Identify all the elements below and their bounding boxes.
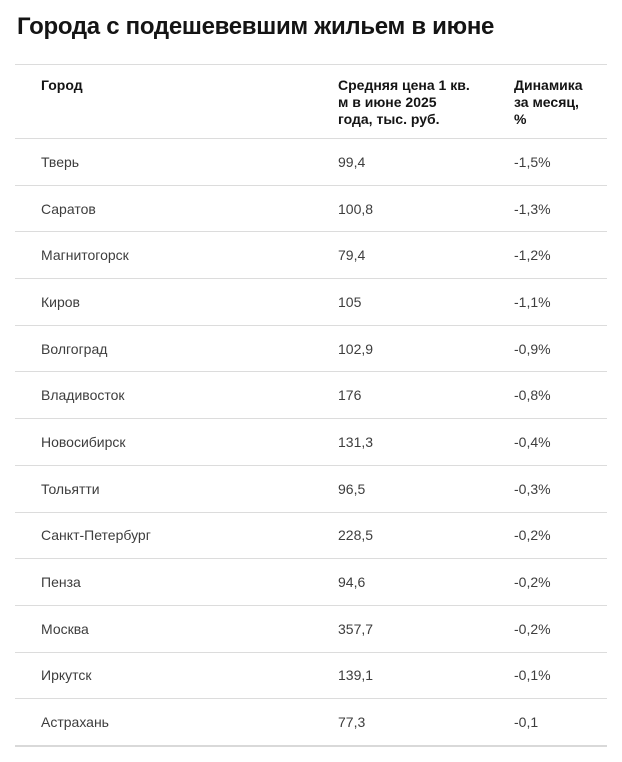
- price-cell: 100,8: [338, 184, 514, 232]
- table-row: Новосибирск 131,3 -0,4%: [15, 418, 607, 466]
- change-cell: -0,8%: [514, 371, 607, 419]
- price-cell: 228,5: [338, 511, 514, 559]
- price-cell: 77,3: [338, 698, 514, 746]
- table-row: Пенза 94,6 -0,2%: [15, 558, 607, 606]
- city-cell: Иркутск: [15, 651, 338, 699]
- price-cell: 105: [338, 278, 514, 326]
- city-cell: Пенза: [15, 558, 338, 606]
- price-cell: 102,9: [338, 324, 514, 372]
- table-row: Астрахань 77,3 -0,1: [15, 698, 607, 746]
- city-cell: Москва: [15, 604, 338, 653]
- price-cell: 94,6: [338, 558, 514, 606]
- price-cell: 357,7: [338, 604, 514, 653]
- change-cell: -0,1%: [514, 651, 607, 699]
- column-header-change: Динамика за месяц, %: [514, 64, 607, 139]
- table-row: Саратов 100,8 -1,3%: [15, 184, 607, 232]
- city-cell: Тверь: [41, 153, 80, 170]
- city-cell: Саратов: [15, 184, 338, 232]
- table-row: Киров 105 -1,1%: [15, 278, 607, 326]
- column-header-city: Город: [15, 64, 338, 139]
- price-cell: 131,3: [338, 418, 514, 466]
- table-row: Владивосток 176 -0,8%: [15, 371, 607, 419]
- price-cell: 176: [338, 371, 514, 419]
- cities-price-table: Город Средняя цена 1 кв. м в июне 2025 г…: [15, 64, 607, 747]
- price-cell: 139,1: [338, 651, 514, 699]
- change-cell: -0,2%: [514, 604, 607, 653]
- city-cell: Астрахань: [15, 698, 338, 746]
- price-cell: 96,5: [338, 464, 514, 512]
- change-cell: -1,1%: [514, 278, 607, 326]
- change-cell: -0,4%: [514, 418, 607, 466]
- city-cell: Владивосток: [15, 371, 338, 419]
- page-title: Города с подешевевшим жильем в июне: [17, 13, 495, 40]
- change-cell: -1,2%: [514, 231, 607, 279]
- table-row: Волгоград 102,9 -0,9%: [15, 324, 607, 372]
- table-row: Тольятти 96,5 -0,3%: [15, 464, 607, 512]
- change-cell: -0,2%: [514, 558, 607, 606]
- city-cell: Новосибирск: [15, 418, 338, 466]
- change-cell: -1,5%: [514, 153, 551, 170]
- table-row: Иркутск 139,1 -0,1%: [15, 651, 607, 699]
- table-body: Тверь 99,4 -1,5% Саратов 100,8 -1,3% Магнитого…: [15, 139, 607, 746]
- column-header-price: Средняя цена 1 кв. м в июне 2025 года, т…: [338, 64, 514, 139]
- change-cell: -0,9%: [514, 324, 607, 372]
- price-cell: 79,4: [338, 231, 514, 279]
- city-cell: Санкт-Петербург: [15, 511, 338, 559]
- table-row: Тверь 99,4 -1,5%: [15, 139, 607, 186]
- change-cell: -1,3%: [514, 184, 607, 232]
- price-cell: 99,4: [338, 153, 366, 170]
- change-cell: -0,3%: [514, 464, 607, 512]
- table-header-row: Город Средняя цена 1 кв. м в июне 2025 г…: [15, 64, 607, 139]
- table-row: Санкт-Петербург 228,5 -0,2%: [15, 511, 607, 559]
- city-cell: Магнитогорск: [15, 231, 338, 279]
- table-row: Магнитогорск 79,4 -1,2%: [15, 231, 607, 279]
- table-row: Москва 357,7 -0,2%: [15, 604, 607, 653]
- city-cell: Киров: [15, 278, 338, 326]
- change-cell: -0,2%: [514, 511, 607, 559]
- city-cell: Волгоград: [15, 324, 338, 372]
- city-cell: Тольятти: [15, 464, 338, 512]
- change-cell: -0,1: [514, 698, 607, 746]
